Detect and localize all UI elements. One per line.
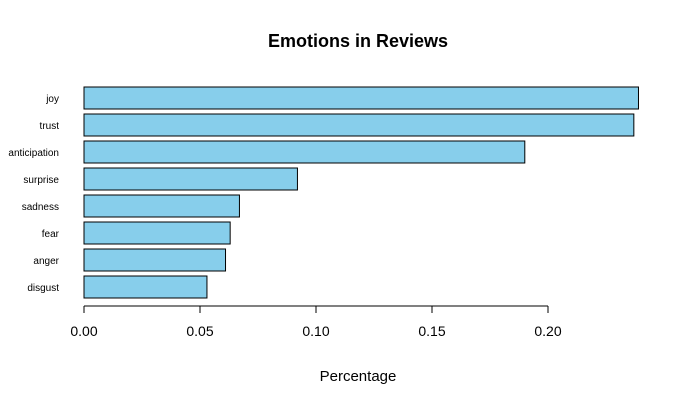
x-tick-label: 0.15 [418, 323, 445, 339]
bar-sadness [83, 194, 240, 218]
x-tick-label: 0.10 [302, 323, 329, 339]
x-axis-label: Percentage [320, 368, 397, 385]
bar-surprise [83, 167, 298, 191]
category-labels: joy trust anticipation surprise sadness fear a… [8, 94, 59, 294]
category-label-disgust: disgust [27, 283, 59, 294]
category-label-trust: trust [40, 121, 60, 132]
category-label-surprise: surprise [23, 175, 59, 186]
bar-disgust [83, 275, 208, 299]
category-label-sadness: sadness [22, 202, 59, 213]
bar-fear [83, 221, 231, 245]
category-label-anger: anger [33, 256, 59, 267]
x-tick-label: 0.00 [70, 323, 97, 339]
x-axis: 0.00 0.05 0.10 0.15 0.20 [70, 305, 562, 339]
bar-trust [83, 113, 635, 137]
category-label-fear: fear [42, 229, 60, 240]
x-tick-label: 0.20 [534, 323, 561, 339]
chart-title: Emotions in Reviews [268, 31, 448, 51]
category-label-joy: joy [45, 94, 59, 105]
category-label-anticipation: anticipation [8, 148, 59, 159]
x-tick-label: 0.05 [186, 323, 213, 339]
bars-group [83, 86, 639, 299]
bar-anger [83, 248, 227, 272]
bar-joy [83, 86, 639, 110]
bar-anticipation [83, 140, 526, 164]
